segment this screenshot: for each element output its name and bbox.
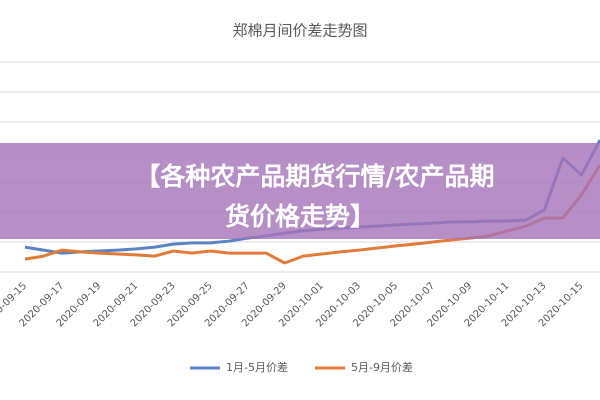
banner: 【各种农产品期货行情/农产品期 货价格走势】: [0, 143, 600, 239]
legend-label: 5月-9月价差: [351, 360, 413, 374]
banner-text: 货价格走势】: [225, 202, 375, 231]
legend-label: 1月-5月价差: [226, 360, 288, 374]
banner-text: 【各种农产品期货行情/农产品期: [135, 162, 494, 191]
chart-title: 郑棉月间价差走势图: [232, 22, 367, 40]
banner-background: [0, 143, 600, 239]
